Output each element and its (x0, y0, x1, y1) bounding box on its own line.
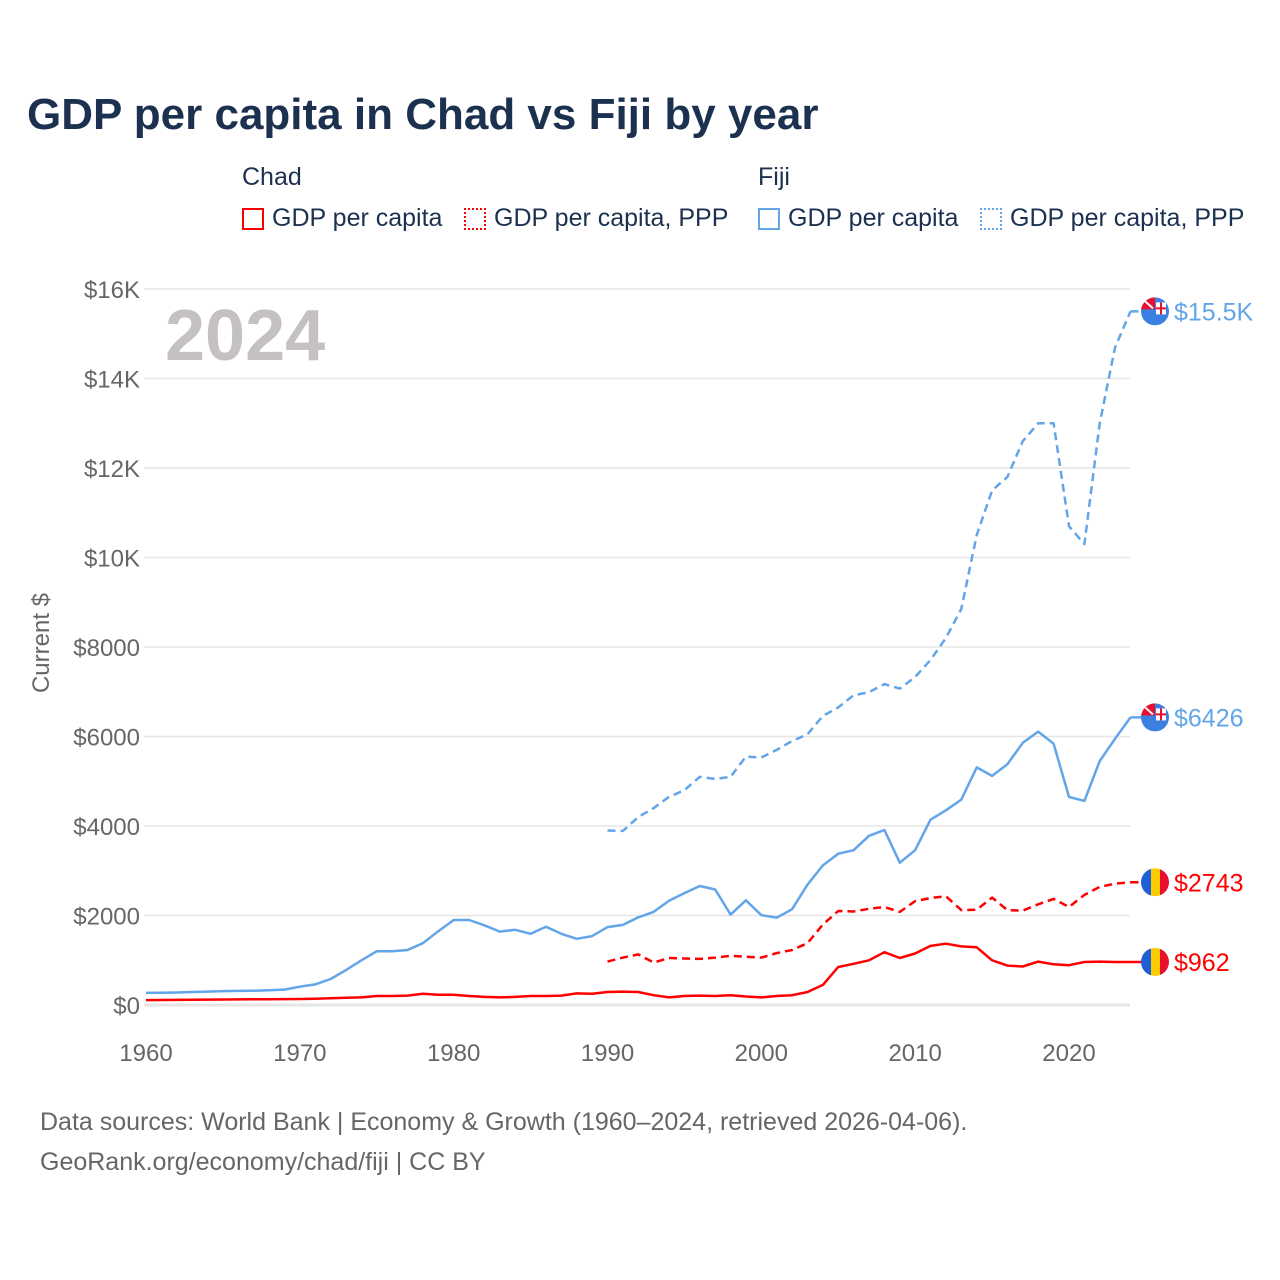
fiji-flag-icon (1141, 297, 1169, 326)
x-tick-label: 2020 (1042, 1040, 1095, 1067)
chad-flag-icon (1141, 947, 1169, 976)
x-tick-label: 2000 (735, 1040, 788, 1067)
legend-fiji-ppp[interactable]: GDP per capita, PPP (980, 204, 1244, 233)
y-tick-label: $10K (84, 546, 140, 573)
y-tick-label: $0 (113, 993, 140, 1020)
y-tick-label: $16K (84, 277, 140, 304)
series-end-label: $962 (1174, 949, 1230, 977)
legend-chad-gdp[interactable]: GDP per capita (242, 204, 442, 233)
y-tick-label: $2000 (73, 904, 140, 931)
series-line-fiji-gdp-per-capita (145, 716, 1132, 995)
series-line-chad-gdp-per-capita (145, 942, 1131, 1002)
legend-group-chad: Chad (242, 163, 302, 191)
x-tick-label: 1980 (427, 1040, 480, 1067)
y-tick-label: $6000 (73, 725, 140, 752)
series-end-label: $15.5K (1174, 298, 1254, 326)
x-tick-label: 1990 (581, 1040, 634, 1067)
legend-swatch-dotted (464, 207, 486, 230)
x-tick-label: 2010 (888, 1040, 941, 1067)
series-end-label: $2743 (1174, 869, 1244, 897)
series-line-fiji-gdp-per-capita-ppp (607, 310, 1132, 833)
legend-label: GDP per capita, PPP (494, 204, 729, 232)
fiji-flag-icon (1141, 703, 1169, 732)
chart-title: GDP per capita in Chad vs Fiji by year (27, 90, 819, 139)
legend-group-fiji: Fiji (758, 163, 790, 191)
legend-swatch-solid (758, 207, 780, 230)
x-tick-label: 1960 (119, 1040, 172, 1067)
chad-flag-icon (1141, 868, 1169, 897)
legend-label: GDP per capita (788, 204, 959, 232)
x-tick-label: 1970 (273, 1040, 326, 1067)
source-note: Data sources: World Bank | Economy & Gro… (40, 1108, 968, 1136)
y-tick-label: $14K (84, 367, 140, 394)
y-tick-label: $12K (84, 456, 140, 483)
legend-label: GDP per capita, PPP (1010, 204, 1245, 232)
y-tick-label: $4000 (73, 814, 140, 841)
series-end-label: $6426 (1174, 704, 1244, 732)
series-line-chad-gdp-per-capita-ppp (607, 881, 1131, 964)
legend-label: GDP per capita (272, 204, 443, 232)
source-link[interactable]: GeoRank.org/economy/chad/fiji | CC BY (40, 1148, 486, 1176)
legend-chad-ppp[interactable]: GDP per capita, PPP (464, 204, 728, 233)
legend-fiji-gdp[interactable]: GDP per capita (758, 204, 958, 233)
y-tick-label: $8000 (73, 635, 140, 662)
year-label: 2024 (165, 296, 326, 376)
legend-swatch-solid (242, 207, 264, 230)
legend-swatch-dotted (980, 207, 1002, 230)
